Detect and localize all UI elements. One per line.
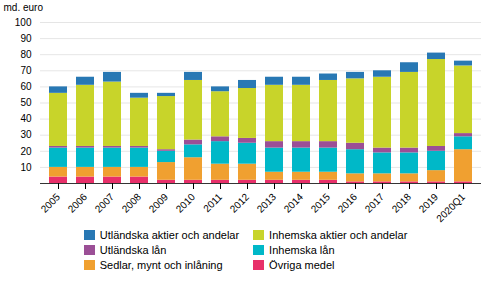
html-text:Inhemska aktier och andelar: Inhemska aktier och andelar: [269, 229, 408, 241]
svg-text:2019: 2019: [417, 191, 441, 215]
svg-text:2017: 2017: [363, 191, 387, 215]
svg-text:50: 50: [20, 97, 32, 108]
svg-text:2013: 2013: [255, 191, 279, 215]
html-text:Utländska lån: Utländska lån: [99, 244, 167, 256]
svg-text:90: 90: [20, 33, 32, 44]
svg-text:2011: 2011: [201, 191, 224, 214]
svg-text:2006: 2006: [66, 191, 90, 215]
svg-text:100: 100: [15, 17, 32, 28]
svg-text:60: 60: [20, 81, 32, 92]
svg-text:40: 40: [20, 113, 32, 124]
html-text:Utländska aktier och andelar: Utländska aktier och andelar: [99, 229, 240, 241]
svg-text:2009: 2009: [147, 191, 171, 215]
svg-text:2018: 2018: [390, 191, 414, 215]
svg-text:2020Q1: 2020Q1: [434, 191, 467, 224]
svg-text:80: 80: [20, 49, 32, 60]
svg-text:2012: 2012: [228, 191, 252, 215]
svg-text:md. euro: md. euro: [4, 2, 44, 13]
html-text:Inhemska lån: Inhemska lån: [269, 244, 335, 256]
html-text:Övriga medel: Övriga medel: [269, 259, 335, 271]
html-text:Sedlar, mynt och inlåning: Sedlar, mynt och inlåning: [99, 259, 223, 271]
svg-text:10: 10: [20, 162, 32, 173]
svg-text:2016: 2016: [336, 191, 360, 215]
svg-text:20: 20: [20, 146, 32, 157]
svg-text:2015: 2015: [309, 191, 333, 215]
svg-text:70: 70: [20, 65, 32, 76]
svg-text:2007: 2007: [93, 191, 117, 215]
svg-text:2005: 2005: [39, 191, 63, 215]
svg-text:2014: 2014: [282, 191, 306, 215]
svg-text:2010: 2010: [174, 191, 198, 215]
svg-text:2008: 2008: [120, 191, 144, 215]
svg-text:30: 30: [20, 129, 32, 140]
